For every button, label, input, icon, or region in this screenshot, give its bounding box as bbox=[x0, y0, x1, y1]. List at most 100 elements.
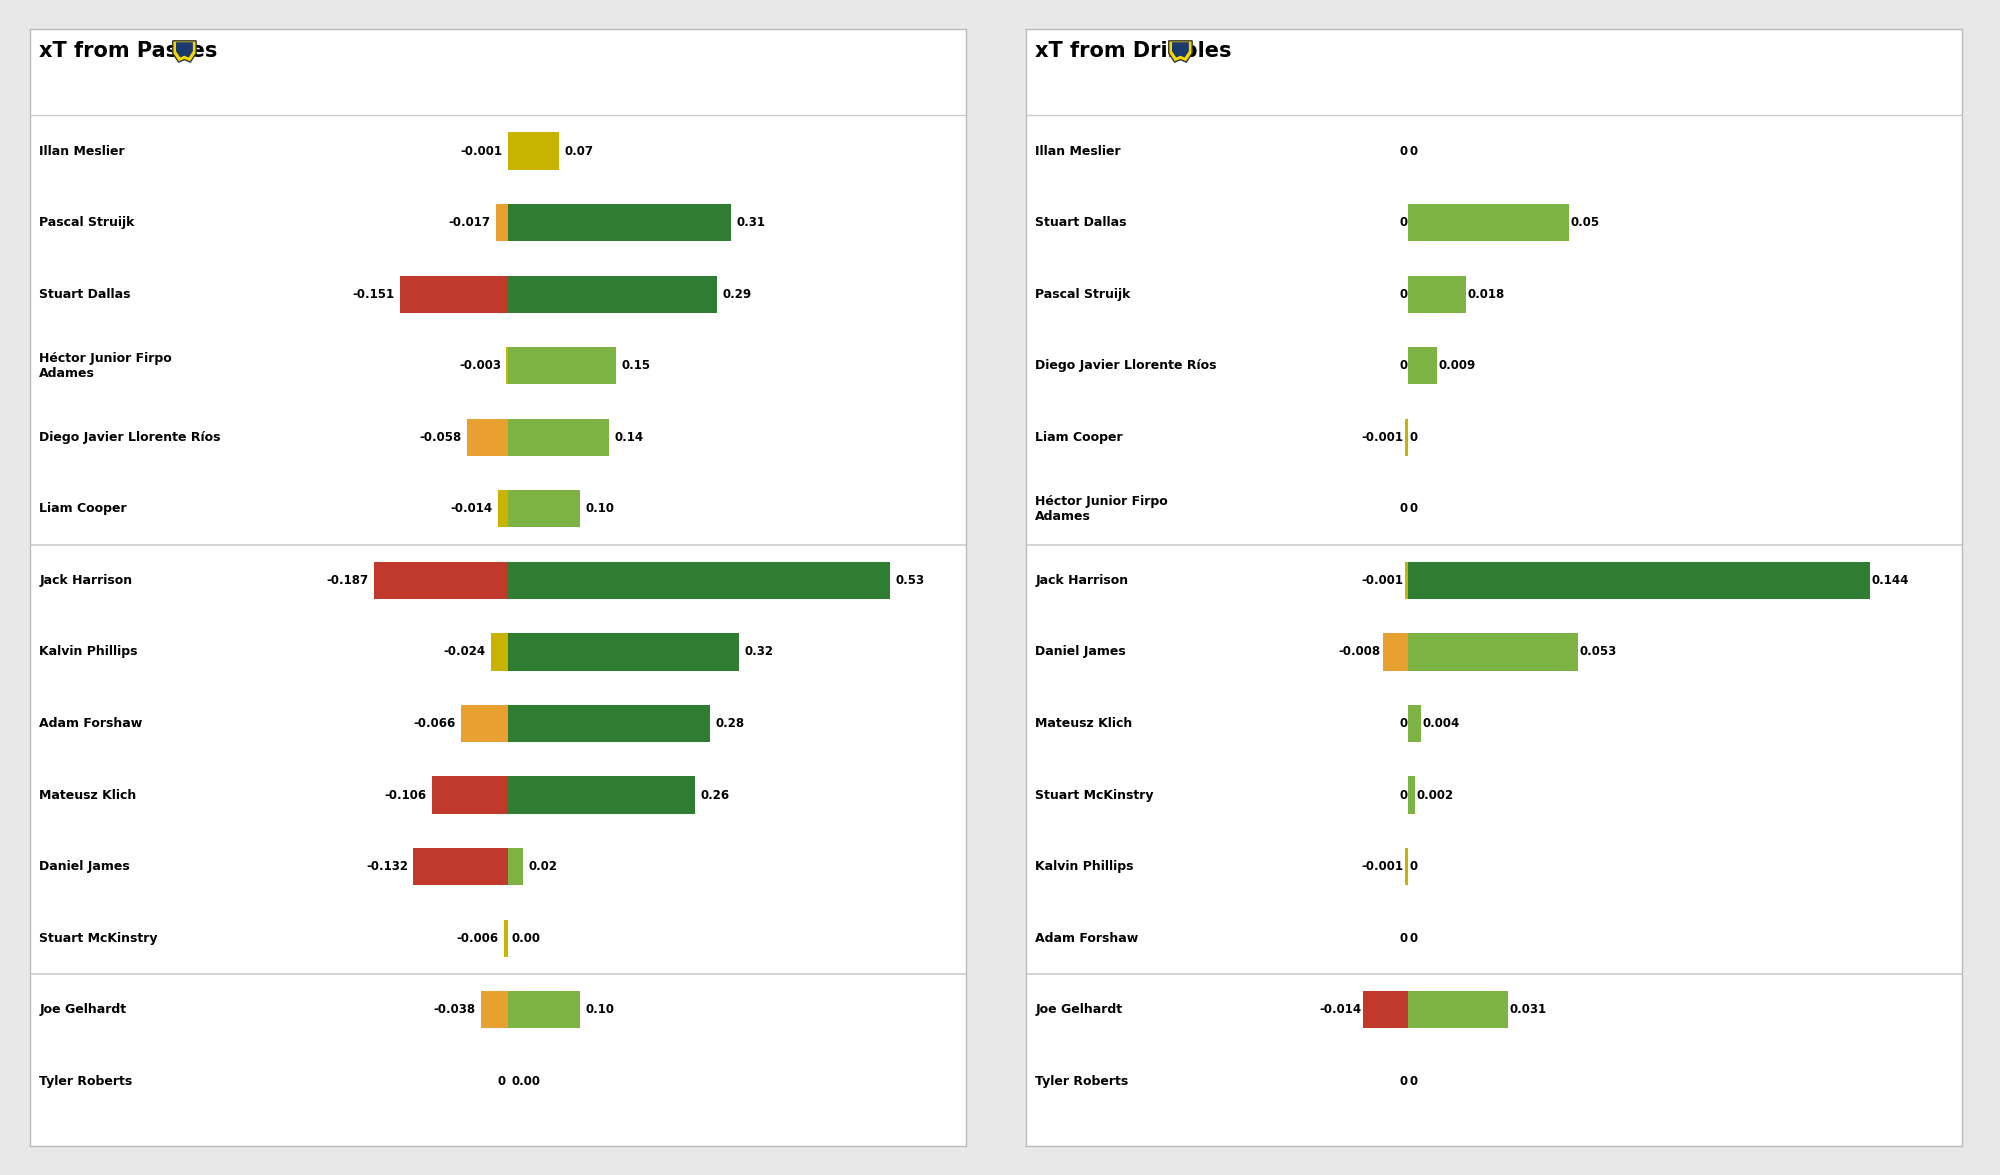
Text: -0.014: -0.014 bbox=[1320, 1003, 1362, 1016]
Bar bbox=[508, 705, 710, 743]
Text: Pascal Struijk: Pascal Struijk bbox=[1036, 288, 1130, 301]
Text: 0.004: 0.004 bbox=[1422, 717, 1460, 730]
Text: 0.53: 0.53 bbox=[896, 573, 924, 586]
Text: -0.001: -0.001 bbox=[1362, 860, 1404, 873]
Text: 0.00: 0.00 bbox=[512, 1075, 540, 1088]
Text: -0.014: -0.014 bbox=[450, 502, 492, 516]
Text: 0.31: 0.31 bbox=[736, 216, 766, 229]
Text: -0.008: -0.008 bbox=[1338, 645, 1380, 658]
Text: 0: 0 bbox=[1400, 1075, 1408, 1088]
Text: -0.001: -0.001 bbox=[460, 145, 502, 157]
Bar bbox=[498, 490, 508, 528]
Polygon shape bbox=[1168, 41, 1192, 62]
Text: -0.151: -0.151 bbox=[352, 288, 394, 301]
Text: Diego Javier Llorente Ríos: Diego Javier Llorente Ríos bbox=[40, 431, 220, 444]
Bar bbox=[496, 204, 508, 241]
Text: Stuart Dallas: Stuart Dallas bbox=[40, 288, 130, 301]
Text: 0.002: 0.002 bbox=[1416, 788, 1454, 801]
Text: 0.053: 0.053 bbox=[1580, 645, 1618, 658]
Text: 0: 0 bbox=[498, 1075, 506, 1088]
Bar bbox=[414, 848, 508, 885]
Text: Tyler Roberts: Tyler Roberts bbox=[40, 1075, 132, 1088]
Bar bbox=[508, 418, 610, 456]
Text: Mateusz Klich: Mateusz Klich bbox=[1036, 717, 1132, 730]
Text: 0.29: 0.29 bbox=[722, 288, 752, 301]
Text: 0: 0 bbox=[1400, 360, 1408, 372]
Bar bbox=[504, 920, 508, 956]
Text: -0.038: -0.038 bbox=[434, 1003, 476, 1016]
Text: 0: 0 bbox=[1400, 145, 1408, 157]
Bar bbox=[460, 705, 508, 743]
Text: 0.144: 0.144 bbox=[1872, 573, 1908, 586]
Text: 0.02: 0.02 bbox=[528, 860, 558, 873]
Text: -0.132: -0.132 bbox=[366, 860, 408, 873]
Text: Diego Javier Llorente Ríos: Diego Javier Llorente Ríos bbox=[1036, 360, 1216, 372]
Text: xT from Passes: xT from Passes bbox=[40, 41, 218, 61]
Polygon shape bbox=[176, 42, 192, 58]
Bar bbox=[508, 991, 580, 1028]
Text: -0.106: -0.106 bbox=[384, 788, 426, 801]
Text: Illan Meslier: Illan Meslier bbox=[1036, 145, 1120, 157]
Text: Daniel James: Daniel James bbox=[1036, 645, 1126, 658]
Text: 0: 0 bbox=[1410, 1075, 1418, 1088]
Polygon shape bbox=[172, 41, 196, 62]
Bar bbox=[1406, 418, 1408, 456]
Text: Stuart McKinstry: Stuart McKinstry bbox=[1036, 788, 1154, 801]
Text: Héctor Junior Firpo
Adames: Héctor Junior Firpo Adames bbox=[1036, 495, 1168, 523]
Bar bbox=[1382, 633, 1408, 671]
Text: -0.058: -0.058 bbox=[420, 431, 462, 444]
Text: Liam Cooper: Liam Cooper bbox=[1036, 431, 1122, 444]
Text: Adam Forshaw: Adam Forshaw bbox=[40, 717, 142, 730]
Text: 0.28: 0.28 bbox=[716, 717, 744, 730]
Bar bbox=[492, 633, 508, 671]
Text: 0.15: 0.15 bbox=[622, 360, 650, 372]
Bar bbox=[508, 562, 890, 599]
Text: Héctor Junior Firpo
Adames: Héctor Junior Firpo Adames bbox=[40, 351, 172, 380]
Bar bbox=[1408, 347, 1438, 384]
Text: Tyler Roberts: Tyler Roberts bbox=[1036, 1075, 1128, 1088]
Bar bbox=[508, 848, 522, 885]
Text: Joe Gelhardt: Joe Gelhardt bbox=[40, 1003, 126, 1016]
Text: 0: 0 bbox=[1410, 860, 1418, 873]
Bar bbox=[1408, 705, 1422, 743]
Bar bbox=[508, 490, 580, 528]
Bar bbox=[1408, 777, 1414, 813]
Text: Pascal Struijk: Pascal Struijk bbox=[40, 216, 134, 229]
Text: 0: 0 bbox=[1410, 502, 1418, 516]
Text: 0: 0 bbox=[1400, 788, 1408, 801]
Bar bbox=[1408, 633, 1578, 671]
Text: 0.32: 0.32 bbox=[744, 645, 774, 658]
Text: Mateusz Klich: Mateusz Klich bbox=[40, 788, 136, 801]
Text: 0: 0 bbox=[1410, 431, 1418, 444]
Text: -0.001: -0.001 bbox=[1362, 431, 1404, 444]
Bar bbox=[506, 347, 508, 384]
Bar bbox=[1408, 275, 1466, 313]
Text: Adam Forshaw: Adam Forshaw bbox=[1036, 932, 1138, 945]
Text: 0: 0 bbox=[1400, 502, 1408, 516]
Text: -0.066: -0.066 bbox=[414, 717, 456, 730]
Text: Stuart McKinstry: Stuart McKinstry bbox=[40, 932, 158, 945]
Text: Jack Harrison: Jack Harrison bbox=[1036, 573, 1128, 586]
Bar bbox=[1406, 848, 1408, 885]
Bar bbox=[1406, 562, 1408, 599]
Text: 0.031: 0.031 bbox=[1510, 1003, 1546, 1016]
Text: -0.006: -0.006 bbox=[456, 932, 498, 945]
Text: 0: 0 bbox=[1410, 932, 1418, 945]
Text: 0: 0 bbox=[1400, 288, 1408, 301]
Bar bbox=[508, 133, 558, 169]
Text: 0: 0 bbox=[1410, 145, 1418, 157]
Text: Stuart Dallas: Stuart Dallas bbox=[1036, 216, 1126, 229]
Bar bbox=[400, 275, 508, 313]
Text: 0.10: 0.10 bbox=[586, 1003, 614, 1016]
Text: -0.017: -0.017 bbox=[448, 216, 490, 229]
Bar bbox=[482, 991, 508, 1028]
Text: Daniel James: Daniel James bbox=[40, 860, 130, 873]
Bar bbox=[466, 418, 508, 456]
Text: 0: 0 bbox=[1400, 932, 1408, 945]
Bar bbox=[508, 777, 696, 813]
Bar bbox=[1408, 204, 1568, 241]
Bar bbox=[508, 347, 616, 384]
Text: -0.003: -0.003 bbox=[458, 360, 500, 372]
Text: 0.07: 0.07 bbox=[564, 145, 594, 157]
Text: Joe Gelhardt: Joe Gelhardt bbox=[1036, 1003, 1122, 1016]
